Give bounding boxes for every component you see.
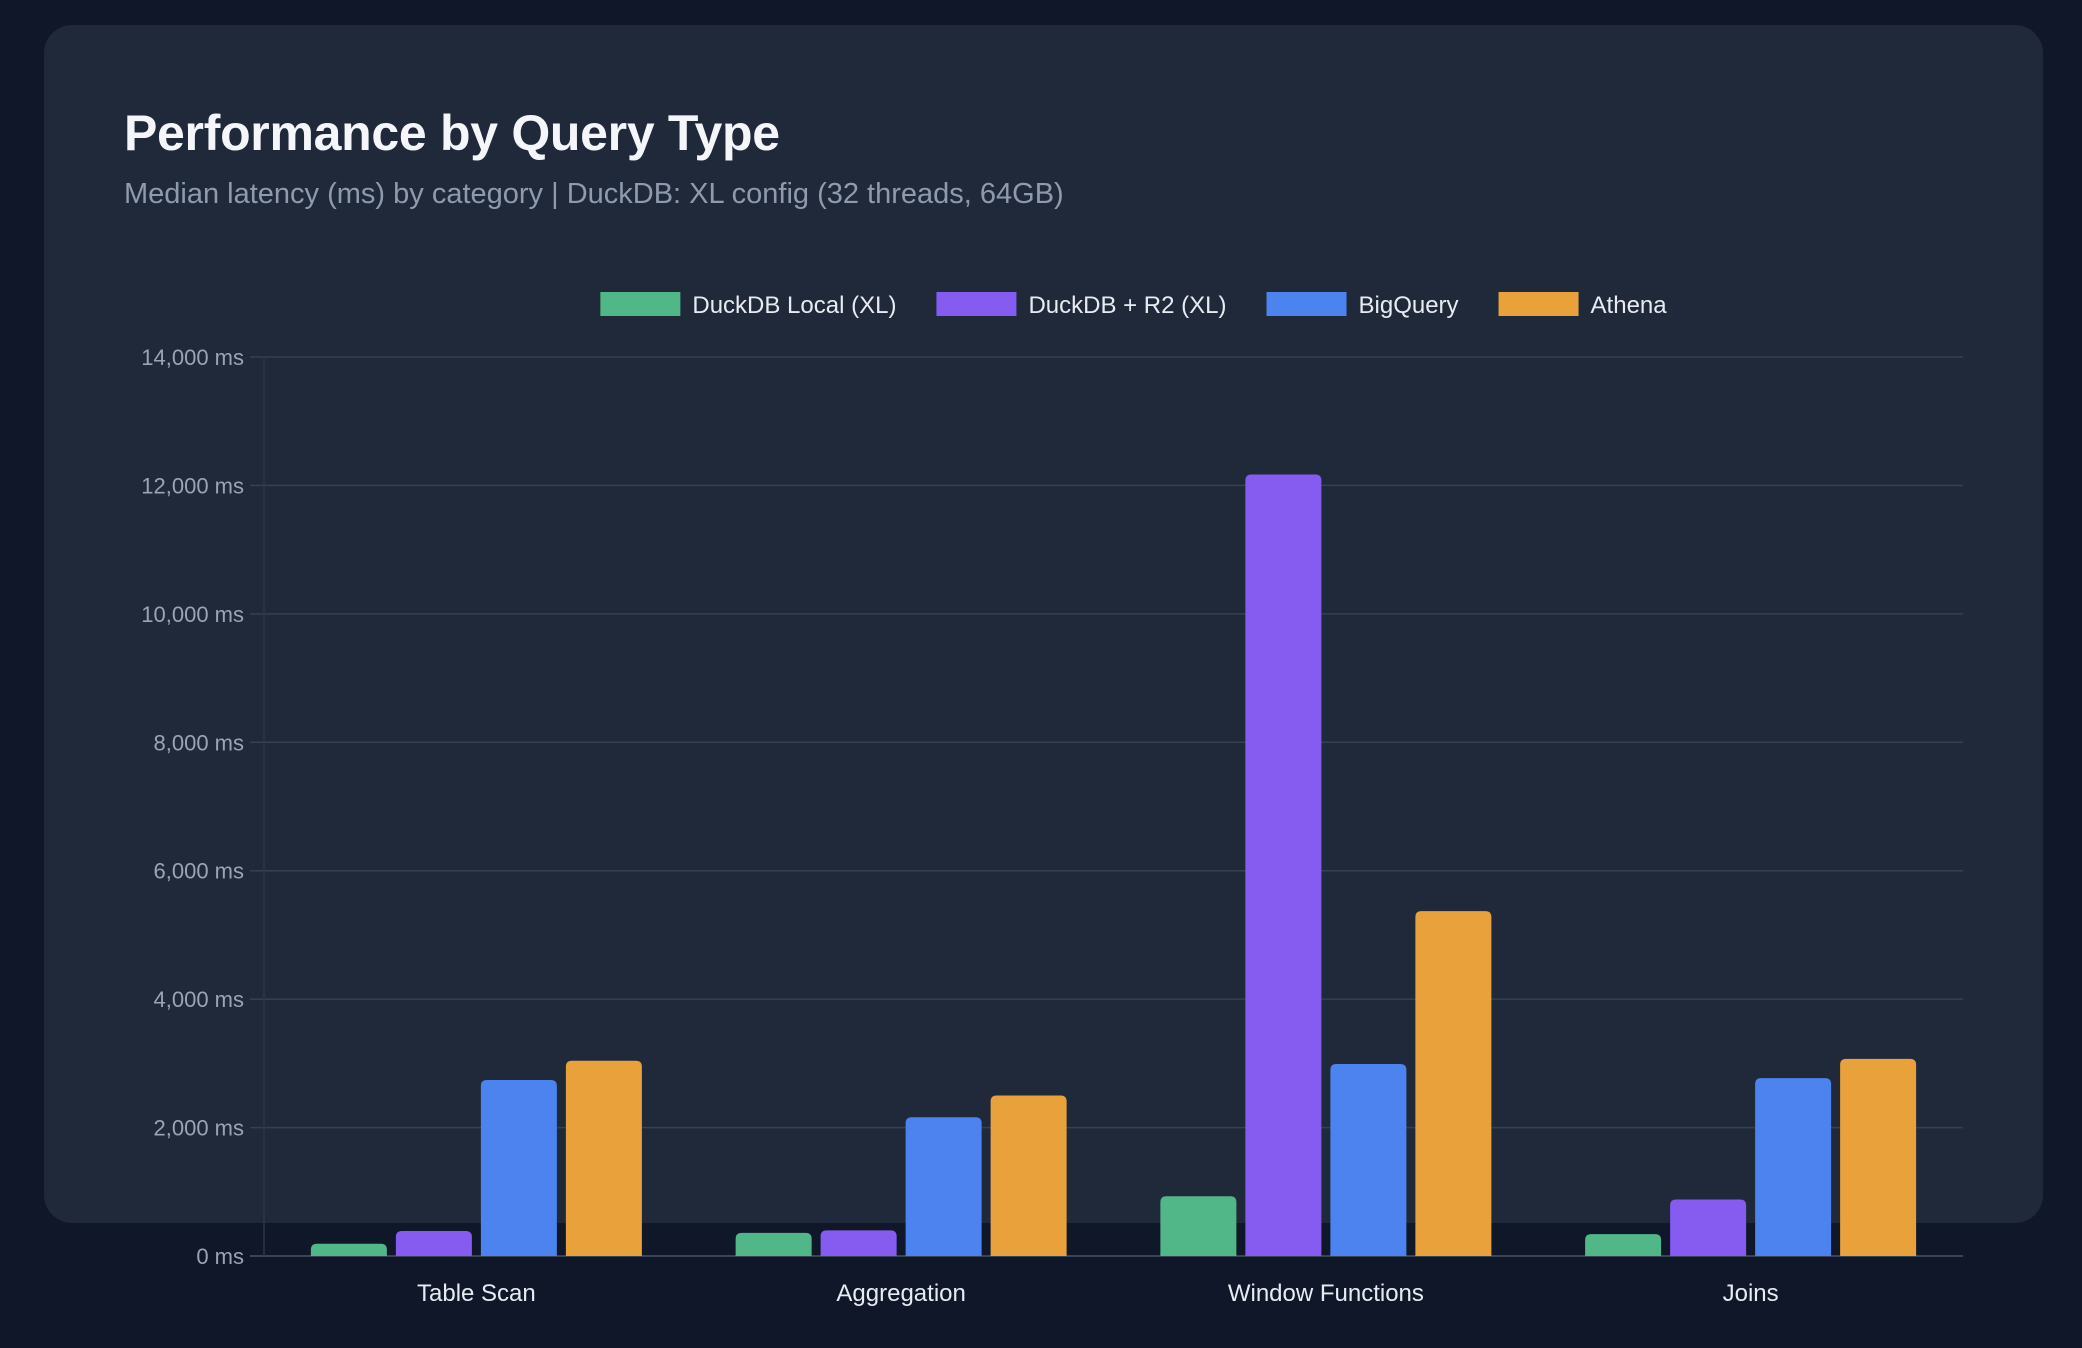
y-tick-label: 12,000 ms — [141, 473, 244, 498]
chart-subtitle: Median latency (ms) by category | DuckDB… — [124, 178, 1064, 210]
chart-title: Performance by Query Type — [124, 105, 780, 161]
bar-athena-window-functions[interactable] — [1415, 911, 1492, 1256]
legend-swatch — [600, 292, 681, 316]
legend-item-duckdb-local-xl-[interactable]: DuckDB Local (XL) — [600, 292, 896, 319]
bar-athena-joins[interactable] — [1840, 1058, 1917, 1256]
bar-bigquery-window-functions[interactable] — [1330, 1063, 1407, 1256]
y-tick-label: 14,000 ms — [141, 345, 244, 370]
y-tick-label: 2,000 ms — [154, 1116, 245, 1141]
bar-athena-table-scan[interactable] — [565, 1060, 642, 1256]
x-category-label: Table Scan — [417, 1280, 536, 1307]
axes: 0 ms 2,000 ms 4,000 ms 6,000 ms 8,000 ms 10,0… — [141, 345, 1778, 1307]
bar-bigquery-table-scan[interactable] — [480, 1080, 557, 1256]
legend-label: BigQuery — [1359, 292, 1459, 319]
bar-athena-aggregation[interactable] — [990, 1095, 1067, 1256]
legend-label: DuckDB Local (XL) — [692, 292, 896, 319]
legend-item-athena[interactable]: Athena — [1498, 292, 1668, 319]
legend-swatch — [1498, 292, 1579, 316]
y-tick-label: 4,000 ms — [154, 987, 245, 1012]
bar-duckdb-r2-xl--aggregation[interactable] — [820, 1230, 897, 1256]
y-tick-label: 10,000 ms — [141, 602, 244, 627]
bar-bigquery-joins[interactable] — [1755, 1078, 1832, 1256]
chart-card — [44, 25, 2043, 1223]
x-category-label: Joins — [1723, 1280, 1779, 1307]
bar-duckdb-r2-xl--window-functions[interactable] — [1245, 474, 1322, 1256]
bar-bigquery-aggregation[interactable] — [905, 1117, 982, 1256]
legend-item-bigquery[interactable]: BigQuery — [1266, 292, 1459, 319]
legend-swatch — [936, 292, 1017, 316]
x-category-label: Aggregation — [836, 1280, 965, 1307]
x-category-label: Window Functions — [1228, 1280, 1424, 1307]
legend-label: DuckDB + R2 (XL) — [1028, 292, 1226, 319]
legend-item-duckdb-r2-xl-[interactable]: DuckDB + R2 (XL) — [936, 292, 1227, 319]
y-tick-label: 0 ms — [196, 1244, 244, 1269]
legend-swatch — [1266, 292, 1347, 316]
bar-duckdb-local-xl--aggregation[interactable] — [735, 1232, 812, 1256]
bar-duckdb-local-xl--table-scan[interactable] — [310, 1243, 387, 1256]
legend-label: Athena — [1591, 292, 1668, 319]
legend[interactable]: DuckDB Local (XL) DuckDB + R2 (XL) BigQuer… — [600, 292, 1667, 319]
bar-duckdb-r2-xl--table-scan[interactable] — [395, 1230, 472, 1256]
bars — [310, 474, 1917, 1256]
bar-duckdb-local-xl--joins[interactable] — [1585, 1234, 1662, 1256]
bar-duckdb-local-xl--window-functions[interactable] — [1160, 1196, 1237, 1256]
bar-duckdb-r2-xl--joins[interactable] — [1670, 1199, 1747, 1256]
y-tick-label: 6,000 ms — [154, 859, 245, 884]
y-tick-label: 8,000 ms — [154, 730, 245, 755]
